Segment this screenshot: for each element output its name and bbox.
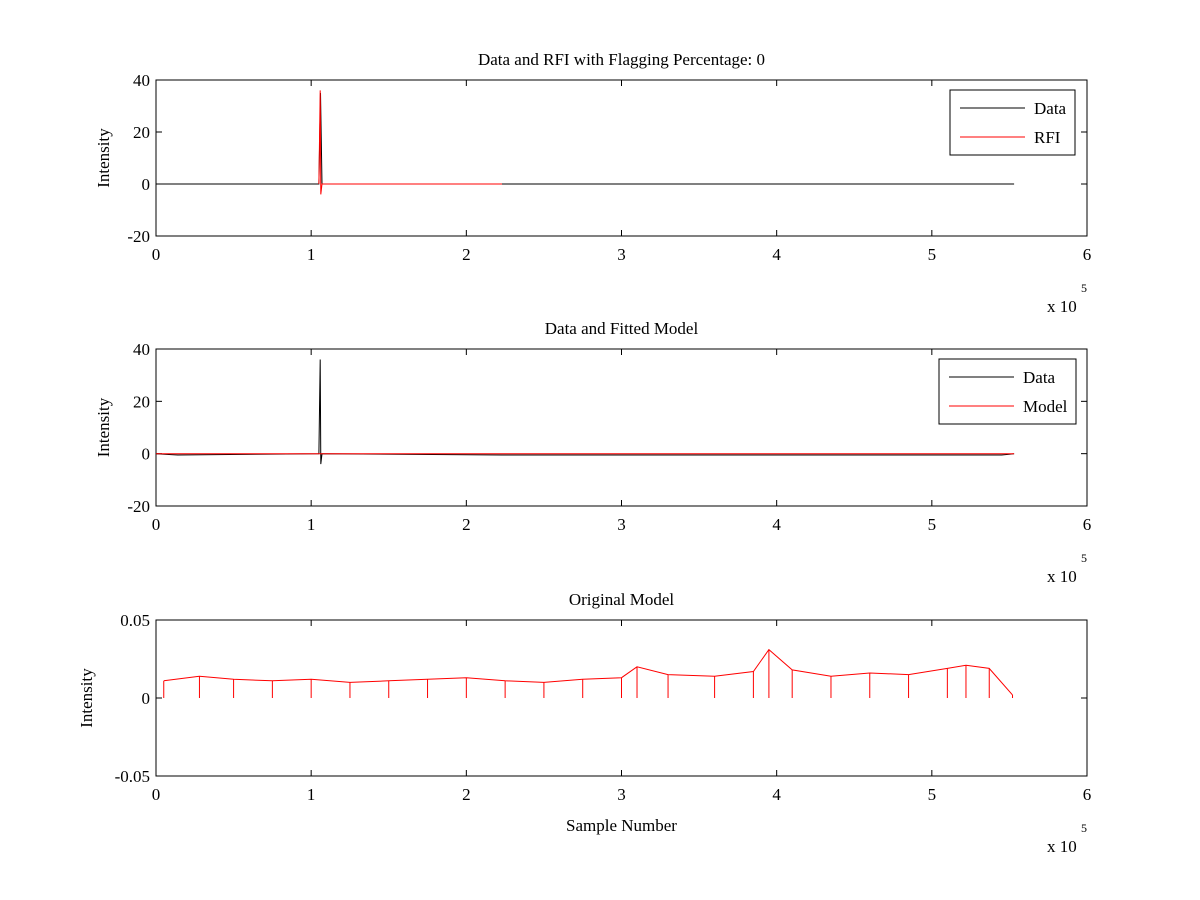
axes-frame xyxy=(155,79,1088,237)
y-tick-label: 0.05 xyxy=(120,611,150,630)
x-tick-label: 3 xyxy=(617,245,626,264)
x-multiplier: x 10 xyxy=(1047,837,1077,856)
y-tick-label: 40 xyxy=(133,340,150,359)
x-tick-label: 6 xyxy=(1083,785,1092,804)
legend: Data Model xyxy=(938,358,1077,425)
axes-frame xyxy=(155,348,1088,507)
y-tick-label: 40 xyxy=(133,71,150,90)
x-tick-label: 1 xyxy=(307,245,316,264)
plot-area xyxy=(163,648,1014,698)
x-multiplier: x 10 xyxy=(1047,567,1077,586)
x-tick-label: 3 xyxy=(617,785,626,804)
x-tick-label: 4 xyxy=(772,515,781,534)
x-tick-label: 5 xyxy=(928,515,937,534)
legend-label-data: Data xyxy=(1034,99,1067,118)
x-tick-label: 2 xyxy=(462,515,471,534)
y-tick-label: 20 xyxy=(133,123,150,142)
x-tick-label: 5 xyxy=(928,785,937,804)
x-axis-label: Sample Number xyxy=(566,816,677,835)
x-tick-label: 6 xyxy=(1083,245,1092,264)
x-multiplier-exponent: 5 xyxy=(1081,281,1087,295)
x-tick-label: 5 xyxy=(928,245,937,264)
y-tick-label: 0 xyxy=(142,689,151,708)
y-tick-label: -20 xyxy=(127,227,150,246)
legend-label-model: Model xyxy=(1023,397,1068,416)
y-axis-label: Intensity xyxy=(94,397,113,457)
x-tick-label: 0 xyxy=(152,245,161,264)
y-tick-label: 0 xyxy=(142,175,151,194)
legend-label-data: Data xyxy=(1023,368,1056,387)
x-tick-label: 4 xyxy=(772,245,781,264)
y-tick-label: 0 xyxy=(142,445,151,464)
plot-area xyxy=(156,90,1015,195)
s2-series-data xyxy=(156,359,1015,465)
chart-title: Original Model xyxy=(569,590,675,609)
x-multiplier: x 10 xyxy=(1047,297,1077,316)
legend-label-rfi: RFI xyxy=(1034,128,1061,147)
legend-box xyxy=(938,358,1077,425)
plot-area xyxy=(156,359,1015,465)
y-axis-label: Intensity xyxy=(94,128,113,188)
chart-title: Data and RFI with Flagging Percentage: 0 xyxy=(478,50,765,69)
x-tick-label: 1 xyxy=(307,785,316,804)
x-tick-label: 2 xyxy=(462,785,471,804)
x-tick-label: 6 xyxy=(1083,515,1092,534)
x-tick-label: 0 xyxy=(152,785,161,804)
x-tick-label: 0 xyxy=(152,515,161,534)
chart-title: Data and Fitted Model xyxy=(545,319,699,338)
y-tick-label: -0.05 xyxy=(115,767,150,786)
legend: Data RFI xyxy=(949,89,1076,156)
y-axis-label: Intensity xyxy=(77,668,96,728)
x-multiplier-exponent: 5 xyxy=(1081,551,1087,565)
y-tick-label: 20 xyxy=(133,392,150,411)
legend-box xyxy=(949,89,1076,156)
x-tick-label: 4 xyxy=(772,785,781,804)
s1-series-data xyxy=(156,92,1015,185)
x-tick-label: 3 xyxy=(617,515,626,534)
y-tick-label: -20 xyxy=(127,497,150,516)
x-multiplier-exponent: 5 xyxy=(1081,821,1087,835)
x-tick-label: 1 xyxy=(307,515,316,534)
x-tick-label: 2 xyxy=(462,245,471,264)
s3-series-line xyxy=(163,648,1013,696)
s1-series-rfi xyxy=(318,90,502,195)
